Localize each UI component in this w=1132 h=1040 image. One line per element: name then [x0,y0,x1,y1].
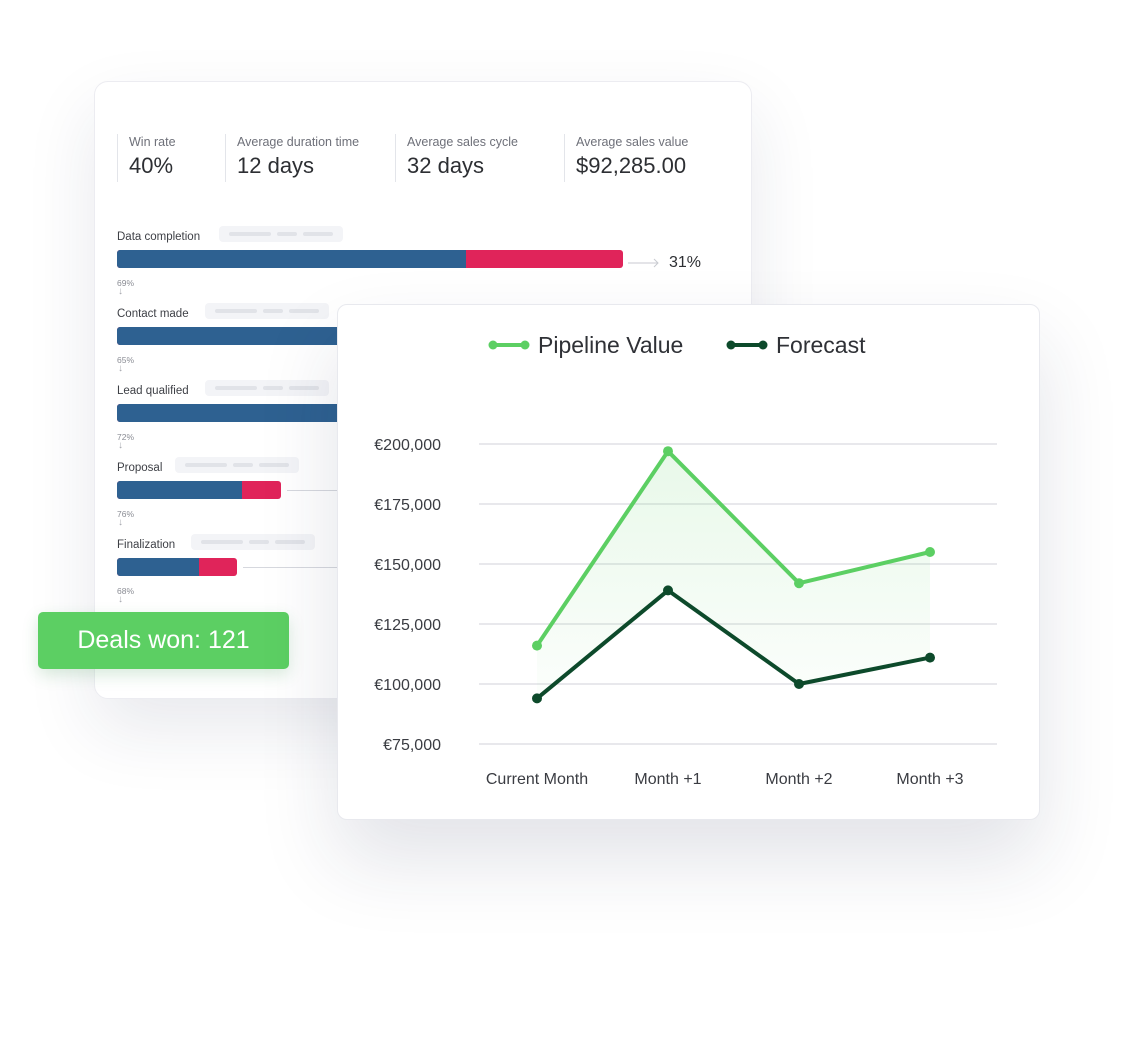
x-tick-label: Month +1 [634,771,701,788]
right-arrow-icon [628,258,659,268]
forecast-point [663,585,673,596]
chart-legend: Pipeline Value Forecast [338,329,1039,361]
legend-label: Pipeline Value [538,332,684,358]
forecast-point [794,679,804,689]
kpi-label: Win rate [129,135,176,149]
legend-label: Forecast [776,332,866,358]
stage-name: Lead qualified [117,385,189,397]
stage-bar [117,558,237,576]
placeholder-skeleton [191,534,315,550]
down-arrow-icon: ↓ [118,286,123,297]
forecast-line [535,588,932,701]
funnel-stage-proposal: Proposal 76% ↓ [117,457,717,535]
y-tick-label: €175,000 [374,497,441,514]
stage-name: Contact made [117,308,189,320]
kpi-label: Average sales value [576,135,689,149]
down-arrow-icon: ↓ [118,517,123,528]
stage-bar-fill [117,404,362,422]
kpi-average-sales-cycle: Average sales cycle 32 days [395,134,518,182]
pipeline-value-point [532,640,542,651]
kpi-average-sales-value: Average sales value $92,285.00 [564,134,688,182]
stage-conversion: 68% [117,586,135,596]
kpi-label: Average duration time [237,135,360,149]
y-tick-label: €125,000 [374,617,441,634]
kpi-row: Win rate 40% Average duration time 12 da… [117,134,737,182]
stage-name: Data completion [117,231,201,243]
kpi-win-rate: Win rate 40% [117,134,176,182]
pipeline-chart-card: Pipeline Value Forecast €200 [337,304,1040,820]
pipeline-value-point [925,547,935,557]
funnel-stage-finalization: Finalization 68% ↓ [117,534,717,612]
pipeline-area [537,451,930,699]
stage-name: Finalization [117,539,176,551]
legend-forecast-marker-icon [726,340,768,350]
kpi-value: 32 days [407,153,485,178]
placeholder-skeleton [219,226,343,242]
stage-bar [117,250,623,268]
placeholder-skeleton [205,303,329,319]
stage-bar-fill [117,558,199,576]
deals-won-badge: Deals won: 121 [38,612,289,669]
down-arrow-icon: ↓ [118,440,123,451]
funnel-end-value: 31% [669,254,702,271]
kpi-value: 40% [129,153,174,178]
kpi-label: Average sales cycle [407,135,518,149]
y-tick-label: €200,000 [374,437,441,454]
x-tick-label: Month +2 [765,771,832,788]
stage-conversion: 72% [117,432,135,442]
line-chart: €200,000 €175,000 €150,000 €125,000 €100,000… [374,437,997,788]
x-tick-label: Current Month [486,771,588,788]
pipeline-value-point [794,578,804,589]
pipeline-value-line [535,449,932,648]
pipeline-value-point [663,446,673,457]
y-tick-label: €150,000 [374,557,441,574]
axis-labels: €200,000 €175,000 €150,000 €125,000 €100,000… [374,437,963,788]
area-fill [537,451,930,699]
y-tick-label: €100,000 [374,677,441,694]
stage-connector [243,567,343,568]
stage-name: Proposal [117,462,163,474]
down-arrow-icon: ↓ [118,363,123,374]
kpi-value: 12 days [237,153,315,178]
funnel-stage-data-completion: Data completion 69% ↓ [117,226,717,304]
kpi-average-duration: Average duration time 12 days [225,134,359,182]
stage-conversion: 76% [117,509,135,519]
forecast-point [925,652,935,663]
stage-bar-fill [117,250,467,268]
forecast-point [532,693,542,704]
placeholder-skeleton [175,457,299,473]
down-arrow-icon: ↓ [118,594,123,605]
stage-bar [117,481,281,499]
stage-bar-fill [117,327,397,345]
stage-bar-fill [117,481,242,499]
legend-pipeline-marker-icon [488,340,530,350]
placeholder-skeleton [205,380,329,396]
y-tick-label: €75,000 [383,737,441,754]
stage-conversion: 69% [117,278,135,288]
stage-conversion: 65% [117,355,135,365]
series [532,446,935,704]
x-tick-label: Month +3 [896,771,963,788]
kpi-value: $92,285.00 [576,153,687,178]
stage-connector [287,490,347,491]
